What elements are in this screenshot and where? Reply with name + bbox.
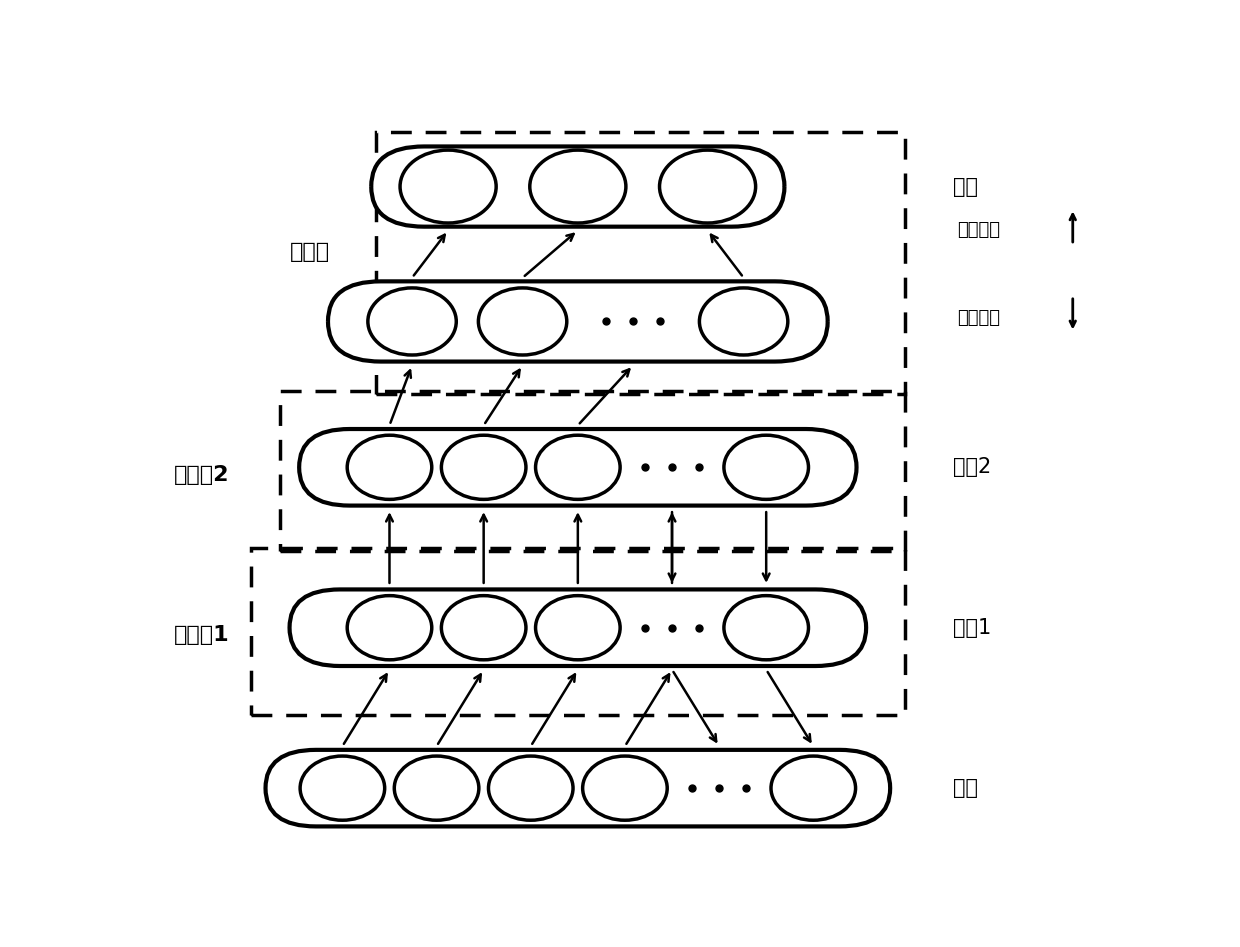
Bar [250,547,905,715]
Circle shape [479,288,567,355]
Text: 编码器2: 编码器2 [174,465,229,485]
Circle shape [724,436,808,499]
Circle shape [536,436,620,499]
Circle shape [441,436,526,499]
Circle shape [394,756,479,820]
Circle shape [401,150,496,223]
Circle shape [724,596,808,660]
Text: 正向训练: 正向训练 [957,222,1001,240]
Text: 隐层2: 隐层2 [952,457,991,477]
FancyBboxPatch shape [265,750,890,827]
Circle shape [529,150,626,223]
Text: 分类器: 分类器 [290,242,330,262]
FancyBboxPatch shape [327,281,828,362]
Circle shape [347,436,432,499]
Circle shape [771,756,856,820]
Circle shape [536,596,620,660]
Bar [280,391,904,551]
Text: 编码器1: 编码器1 [174,625,229,645]
Circle shape [583,756,667,820]
Bar [376,132,905,394]
Circle shape [347,596,432,660]
Circle shape [300,756,384,820]
Circle shape [368,288,456,355]
Text: 隐层1: 隐层1 [952,617,991,637]
Text: 输出: 输出 [952,176,977,197]
FancyBboxPatch shape [299,429,857,506]
Text: 输入: 输入 [952,778,977,798]
Text: 反向微调: 反向微调 [957,309,1001,327]
Circle shape [699,288,787,355]
Circle shape [441,596,526,660]
FancyBboxPatch shape [371,147,785,226]
Circle shape [660,150,755,223]
Circle shape [489,756,573,820]
FancyBboxPatch shape [290,589,866,666]
